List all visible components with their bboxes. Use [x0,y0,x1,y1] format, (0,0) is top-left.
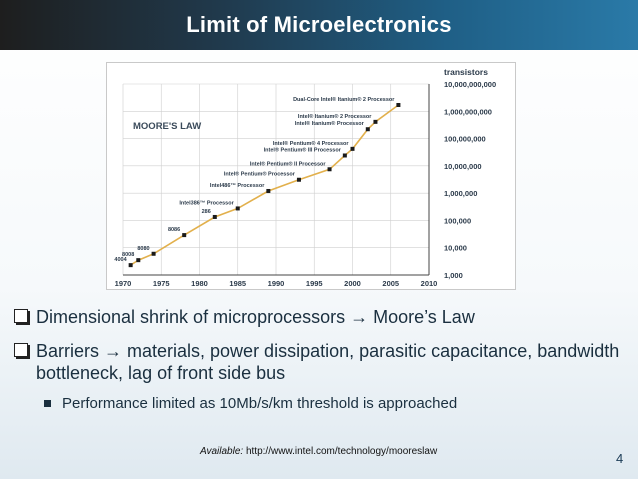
data-point-marker [182,233,187,238]
y-tick-label: 10,000,000 [444,162,482,171]
data-point-label: Intel® Pentium® III Processor [264,146,342,153]
data-point-label: Intel486™ Processor [210,183,265,189]
data-point-marker [350,146,355,151]
bullet-2-text: Barriers → materials, power dissipation,… [36,341,620,383]
data-point-marker [266,188,271,193]
x-tick-label: 1980 [191,279,208,288]
data-point-marker [396,102,401,107]
data-point-label: Intel® Itanium® Processor [295,120,365,127]
y-tick-label: 1,000,000,000 [444,107,492,116]
data-point-label: 8008 [122,252,134,258]
y-tick-label: 100,000 [444,216,471,225]
data-point-marker [128,263,133,268]
bullet-box-icon [14,309,28,323]
page-number: 4 [616,451,624,466]
y-tick-label: 10,000,000,000 [444,80,496,89]
bullet-1-text: Dimensional shrink of microprocessors → … [36,307,475,327]
data-point-label: 8080 [137,246,149,252]
data-point-label: 4004 [114,257,127,263]
data-point-marker [365,127,370,132]
data-point-label: Intel® Pentium® Processor [224,171,296,178]
x-tick-label: 2005 [382,279,399,288]
data-point-label: Intel® Pentium® 4 Processor [273,140,350,147]
data-point-label: 8086 [168,227,180,233]
x-tick-label: 1995 [306,279,323,288]
y-tick-label: 100,000,000 [444,135,486,144]
chart-canvas: 1970 1975 1980 1985 1990 1995 2000 2005 2010 10,0… [114,67,496,288]
y-axis-title: transistors [444,67,488,77]
title-bar [0,0,638,50]
data-point-marker [373,119,378,124]
data-point-marker [235,206,240,211]
trend-line [130,104,399,266]
data-point-marker [212,214,217,219]
moores-law-chart: 1970 1975 1980 1985 1990 1995 2000 2005 2010 10,0… [106,62,516,290]
slide-title: Limit of Microelectronics [186,12,452,37]
source-label: Available: [200,446,244,457]
x-tick-label: 1985 [229,279,246,288]
data-point-label: Dual-Core Intel® Itanium® 2 Processor [293,96,395,103]
sub-bullet-1-text: Performance limited as 10Mb/s/km thresho… [62,395,458,412]
source-url: http://www.intel.com/technology/mooresla… [245,446,438,457]
x-tick-label: 1990 [268,279,285,288]
data-point-marker [136,258,141,263]
data-point-marker [327,167,332,172]
y-tick-label: 1,000,000 [444,189,477,198]
x-tick-label: 1975 [153,279,170,288]
data-point-marker [342,153,347,158]
x-tick-label: 2010 [421,279,438,288]
x-tick-label: 1970 [115,279,132,288]
data-point-label: Intel386™ Processor [179,200,234,206]
bullet-box-icon [14,343,28,357]
sub-bullet-square-icon [44,400,51,407]
data-point-label: Intel® Pentium® II Processor [250,160,327,167]
y-tick-label: 10,000 [444,244,467,253]
data-point-marker [151,251,156,256]
data-point-label: 286 [202,209,211,215]
chart-title: MOORE'S LAW [133,121,201,132]
data-point-marker [296,177,301,182]
source-citation: Available: http://www.intel.com/technolo… [200,446,500,457]
y-tick-label: 1,000 [444,271,463,280]
data-point-label: Intel® Itanium® 2 Processor [298,113,372,120]
x-tick-label: 2000 [344,279,361,288]
